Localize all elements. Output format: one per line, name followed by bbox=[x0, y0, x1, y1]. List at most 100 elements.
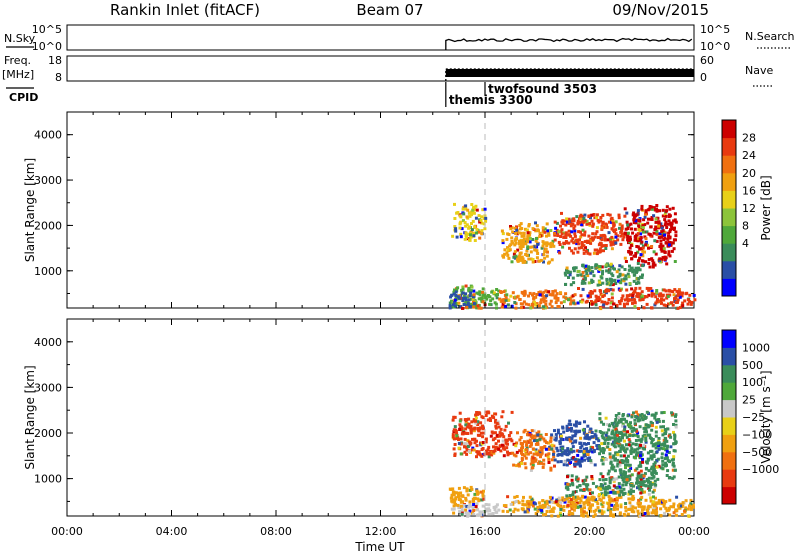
data-cell bbox=[453, 452, 457, 456]
data-cell bbox=[624, 277, 628, 281]
data-cell bbox=[468, 214, 472, 218]
data-cell bbox=[670, 301, 673, 305]
data-cell bbox=[654, 252, 658, 256]
data-cell bbox=[585, 219, 589, 223]
data-cell bbox=[638, 229, 642, 232]
data-cell bbox=[474, 204, 478, 208]
data-cell bbox=[659, 242, 663, 246]
data-cell bbox=[589, 290, 593, 293]
data-cell bbox=[457, 493, 461, 497]
data-cell bbox=[476, 490, 480, 494]
data-cell bbox=[464, 423, 468, 427]
data-cell bbox=[512, 255, 516, 259]
data-cell bbox=[506, 495, 510, 499]
data-cell bbox=[627, 469, 631, 473]
data-cell bbox=[679, 504, 683, 508]
data-cell bbox=[648, 265, 652, 269]
data-cell bbox=[584, 442, 588, 446]
data-cell bbox=[633, 422, 637, 426]
data-cell bbox=[642, 443, 646, 447]
data-cell bbox=[672, 228, 676, 231]
data-cell bbox=[527, 294, 530, 298]
data-cell bbox=[588, 456, 592, 460]
data-cell bbox=[558, 243, 562, 246]
data-cell bbox=[627, 474, 631, 478]
data-cell bbox=[456, 503, 460, 507]
data-cell bbox=[469, 289, 473, 293]
data-cell bbox=[500, 229, 504, 233]
data-cell bbox=[646, 208, 650, 212]
data-cell bbox=[618, 288, 622, 292]
data-cell bbox=[628, 424, 632, 428]
data-cell bbox=[640, 247, 644, 251]
data-cell bbox=[666, 469, 670, 473]
data-cell bbox=[481, 287, 485, 291]
data-cell bbox=[660, 235, 663, 239]
data-cell bbox=[591, 232, 595, 236]
data-cell bbox=[533, 502, 537, 506]
data-cell bbox=[640, 259, 644, 263]
data-cell bbox=[565, 497, 569, 501]
data-cell bbox=[654, 295, 658, 299]
data-cell bbox=[661, 499, 665, 503]
data-cell bbox=[468, 231, 472, 235]
data-cell bbox=[542, 305, 546, 309]
data-cell bbox=[566, 453, 570, 457]
data-cell bbox=[543, 230, 547, 234]
data-cell bbox=[596, 447, 600, 451]
data-cell bbox=[517, 239, 521, 243]
data-cell bbox=[576, 273, 580, 277]
data-cell bbox=[602, 303, 606, 307]
data-cell bbox=[649, 483, 653, 486]
data-cell bbox=[499, 427, 503, 431]
colorbar-tick-label: 12 bbox=[742, 202, 756, 215]
data-cell bbox=[563, 271, 567, 275]
data-cell bbox=[632, 211, 636, 215]
data-cell bbox=[635, 233, 639, 237]
data-cell bbox=[568, 483, 571, 487]
data-cell bbox=[571, 495, 575, 499]
data-cell bbox=[640, 207, 644, 211]
data-cell bbox=[520, 234, 524, 238]
data-cell bbox=[489, 299, 493, 303]
data-cell bbox=[538, 451, 542, 455]
data-cell bbox=[566, 475, 569, 479]
data-cell bbox=[597, 439, 601, 443]
data-cell bbox=[494, 445, 498, 449]
data-cell bbox=[565, 494, 569, 498]
data-cell bbox=[448, 301, 452, 305]
data-cell bbox=[479, 218, 483, 222]
data-cell bbox=[564, 292, 568, 296]
data-cell bbox=[539, 453, 543, 457]
data-cell bbox=[622, 279, 626, 283]
data-cell bbox=[532, 434, 536, 438]
data-cell bbox=[454, 430, 458, 434]
data-cell bbox=[680, 505, 684, 509]
data-cell bbox=[522, 430, 526, 434]
data-cells bbox=[448, 410, 695, 518]
data-cell bbox=[490, 453, 494, 457]
data-cell bbox=[638, 256, 642, 260]
data-cell bbox=[529, 250, 533, 254]
data-cell bbox=[630, 429, 634, 433]
data-cell bbox=[597, 444, 601, 448]
data-cell bbox=[627, 443, 631, 447]
data-cell bbox=[632, 279, 636, 283]
colorbar-segment bbox=[722, 486, 736, 505]
data-cell bbox=[660, 249, 664, 253]
data-cell bbox=[621, 424, 624, 428]
data-cell bbox=[451, 418, 455, 422]
data-cell bbox=[499, 449, 503, 453]
data-cell bbox=[654, 483, 658, 487]
data-cell bbox=[617, 475, 621, 479]
data-cell bbox=[570, 507, 574, 511]
data-cell bbox=[578, 238, 581, 242]
data-cell bbox=[594, 294, 598, 298]
data-cell bbox=[654, 227, 658, 231]
data-cell bbox=[633, 305, 637, 309]
data-cell bbox=[597, 494, 601, 498]
data-cell bbox=[530, 429, 534, 433]
data-cell bbox=[623, 439, 626, 443]
data-cell bbox=[519, 239, 523, 243]
data-cell bbox=[559, 291, 562, 295]
